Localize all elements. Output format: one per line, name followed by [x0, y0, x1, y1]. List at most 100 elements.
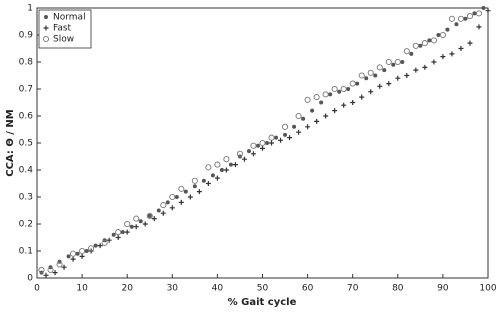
y-axis-label: CCA: Θ / NM — [5, 109, 16, 177]
plus-marker — [160, 210, 166, 216]
plus-marker — [314, 118, 320, 124]
y-tick-label: 0.1 — [19, 247, 33, 257]
circle-marker — [169, 193, 176, 201]
x-tick-label: 100 — [479, 284, 496, 294]
circle-marker — [124, 220, 131, 228]
dot-marker — [427, 38, 432, 43]
dot-marker — [129, 224, 134, 229]
plus-marker — [305, 124, 311, 130]
dot-marker — [156, 208, 161, 213]
circle-marker — [448, 15, 455, 22]
plot-frame — [36, 7, 489, 279]
circle-marker — [412, 42, 419, 49]
dot-marker — [346, 87, 351, 91]
x-tick-label: 20 — [121, 284, 133, 294]
dot-marker — [283, 132, 288, 137]
dot-marker — [165, 200, 170, 205]
x-tick-label: 10 — [76, 284, 88, 294]
plus-marker — [241, 156, 247, 162]
plus-marker — [287, 135, 293, 141]
dot-marker — [436, 33, 441, 37]
circle-marker — [56, 261, 63, 268]
legend-label: Normal — [53, 13, 86, 23]
dot-marker — [274, 135, 279, 140]
dot-marker — [75, 251, 80, 256]
dot-marker — [228, 162, 233, 167]
dot-marker — [192, 184, 197, 189]
dot-marker — [138, 219, 143, 224]
circle-marker — [304, 96, 311, 103]
plus-marker — [133, 224, 139, 230]
plus-marker — [260, 145, 265, 151]
x-tick-label: 30 — [167, 284, 179, 294]
plus-marker — [296, 129, 302, 135]
plus-marker — [440, 54, 446, 60]
dot-marker — [84, 249, 89, 253]
circle-marker — [223, 156, 230, 163]
plus-marker — [79, 253, 85, 259]
dot-marker — [310, 108, 315, 113]
dot-marker — [174, 195, 179, 199]
plus-marker — [52, 270, 58, 276]
plus-marker — [431, 59, 437, 65]
plus-marker — [467, 40, 473, 46]
circle-marker — [38, 266, 45, 273]
circle-marker — [191, 177, 198, 184]
circle-marker — [88, 245, 95, 252]
plus-marker — [458, 46, 464, 51]
circle-marker — [457, 15, 464, 22]
y-tick-label: 0.3 — [19, 193, 33, 203]
plus-marker — [395, 75, 401, 81]
circle-marker — [313, 94, 320, 101]
plus-marker — [169, 205, 175, 211]
x-axis-label: % Gait cycle — [228, 297, 297, 308]
dot-marker — [120, 230, 125, 235]
circle-marker — [349, 80, 356, 87]
circle-marker — [70, 250, 77, 257]
plus-marker — [386, 81, 392, 87]
y-tick-label: 0.5 — [19, 139, 33, 149]
plus-marker — [350, 100, 356, 105]
circle-marker — [79, 247, 86, 255]
dot-marker — [454, 22, 459, 27]
dot-marker — [373, 73, 378, 78]
dot-marker — [472, 11, 477, 16]
circle-marker — [250, 142, 257, 149]
plus-marker — [187, 194, 193, 200]
circle-marker — [385, 58, 392, 66]
dot-marker — [147, 213, 152, 218]
circle-marker — [358, 72, 365, 79]
x-tick-label: 50 — [257, 284, 269, 294]
x-tick-label: 40 — [212, 284, 224, 294]
legend-label: Slow — [53, 35, 74, 45]
circle-marker — [439, 31, 446, 39]
plus-marker — [43, 25, 49, 31]
plus-marker — [115, 235, 121, 240]
plus-marker — [269, 140, 275, 146]
circle-marker — [205, 164, 212, 171]
dot-marker — [409, 51, 414, 56]
circle-marker — [281, 123, 289, 130]
circle-marker — [268, 134, 275, 141]
x-tick-label: 70 — [347, 284, 359, 294]
dot-marker — [445, 27, 450, 32]
y-tick-label: 0.9 — [19, 31, 34, 41]
plus-marker — [214, 175, 220, 181]
plus-marker — [341, 102, 347, 108]
plus-marker — [124, 229, 130, 235]
plus-marker — [476, 24, 482, 30]
plus-marker — [323, 113, 329, 119]
circle-marker — [259, 139, 266, 147]
plus-marker — [43, 272, 49, 278]
circle-marker — [214, 161, 221, 168]
dot-marker — [183, 189, 188, 194]
circle-marker — [367, 69, 374, 76]
circle-marker — [394, 58, 401, 66]
plus-marker — [404, 73, 410, 78]
circle-marker — [322, 91, 329, 98]
dot-marker — [418, 43, 423, 48]
dot-marker — [319, 100, 324, 105]
plus-marker — [223, 167, 229, 173]
x-tick-label: 90 — [437, 284, 449, 294]
plus-marker — [61, 264, 67, 270]
